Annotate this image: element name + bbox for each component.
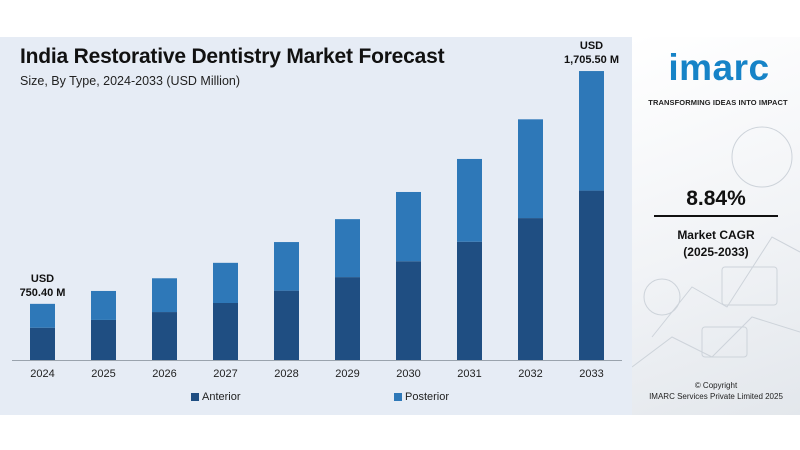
x-tick-label-2026: 2026 bbox=[152, 368, 176, 380]
chart-card: 2024 USD 750.40 M 2025 2026 2027 2028 2029 2030 2… bbox=[0, 37, 800, 415]
x-tick-label-2024: 2024 bbox=[30, 368, 54, 380]
cagr-label-line1: Market CAGR bbox=[677, 228, 755, 242]
copyright-line1: © Copyright bbox=[694, 381, 738, 390]
bar-anterior-2030 bbox=[396, 261, 421, 360]
legend-swatch-anterior bbox=[191, 393, 199, 401]
bar-posterior-2028 bbox=[274, 242, 299, 291]
legend-swatch-posterior bbox=[394, 393, 402, 401]
x-tick-label-2032: 2032 bbox=[518, 368, 542, 380]
bar-anterior-2025 bbox=[91, 319, 116, 360]
copyright-notice: © Copyright IMARC Services Private Limit… bbox=[632, 380, 800, 402]
cagr-value: 8.84% bbox=[686, 187, 746, 210]
logo-tagline: TRANSFORMING IDEAS INTO IMPACT bbox=[648, 98, 788, 107]
bar-posterior-2030 bbox=[396, 191, 421, 262]
page-title: India Restorative Dentistry Market Forec… bbox=[20, 45, 445, 68]
bar-posterior-2031 bbox=[457, 158, 482, 242]
legend-item-posterior: Posterior bbox=[394, 391, 449, 403]
bar-anterior-2033 bbox=[579, 190, 604, 360]
x-tick-label-2027: 2027 bbox=[213, 368, 237, 380]
legend-item-anterior: Anterior bbox=[191, 391, 241, 403]
chart-legend: Anterior Posterior bbox=[0, 389, 630, 407]
cagr-label-line2: (2025-2033) bbox=[683, 245, 749, 259]
data-label-2024-line2: 750.40 M bbox=[20, 287, 66, 299]
data-label-2024-line1: USD bbox=[31, 273, 54, 285]
bar-posterior-2027 bbox=[213, 262, 238, 303]
chart-subtitle: Size, By Type, 2024-2033 (USD Million) bbox=[20, 74, 241, 88]
bar-anterior-2028 bbox=[274, 290, 299, 360]
data-label-2033-line1: USD bbox=[580, 40, 603, 52]
bar-anterior-2024 bbox=[30, 327, 55, 360]
x-tick-label-2031: 2031 bbox=[457, 368, 481, 380]
bar-anterior-2031 bbox=[457, 241, 482, 360]
x-tick-label-2033: 2033 bbox=[579, 368, 603, 380]
bar-posterior-2029 bbox=[335, 219, 360, 278]
x-tick-label-2030: 2030 bbox=[396, 368, 420, 380]
imarc-logo: imarc bbox=[668, 47, 770, 88]
data-label-2033-line2: 1,705.50 M bbox=[564, 54, 619, 66]
bar-posterior-2032 bbox=[518, 119, 543, 219]
bar-anterior-2026 bbox=[152, 312, 177, 360]
legend-label-anterior: Anterior bbox=[202, 391, 241, 403]
bar-anterior-2032 bbox=[518, 218, 543, 360]
cagr-label: Market CAGR (2025-2033) bbox=[632, 227, 800, 261]
x-tick-label-2028: 2028 bbox=[274, 368, 298, 380]
copyright-line2: IMARC Services Private Limited 2025 bbox=[649, 392, 783, 401]
sidebar-panel: imarc TRANSFORMING IDEAS INTO IMPACT 8.8… bbox=[632, 37, 800, 415]
bar-anterior-2027 bbox=[213, 302, 238, 360]
bar-chart: 2024 USD 750.40 M 2025 2026 2027 2028 2029 2030 2… bbox=[12, 40, 622, 380]
cagr-divider bbox=[654, 215, 778, 217]
bar-anterior-2029 bbox=[335, 277, 360, 360]
bar-posterior-2026 bbox=[152, 278, 177, 313]
bar-posterior-2033 bbox=[579, 71, 604, 191]
x-tick-label-2029: 2029 bbox=[335, 368, 359, 380]
legend-label-posterior: Posterior bbox=[405, 391, 450, 403]
bar-posterior-2024 bbox=[30, 303, 55, 328]
decorative-background-pattern bbox=[632, 126, 800, 368]
x-tick-label-2025: 2025 bbox=[91, 368, 115, 380]
bar-posterior-2025 bbox=[91, 290, 116, 320]
